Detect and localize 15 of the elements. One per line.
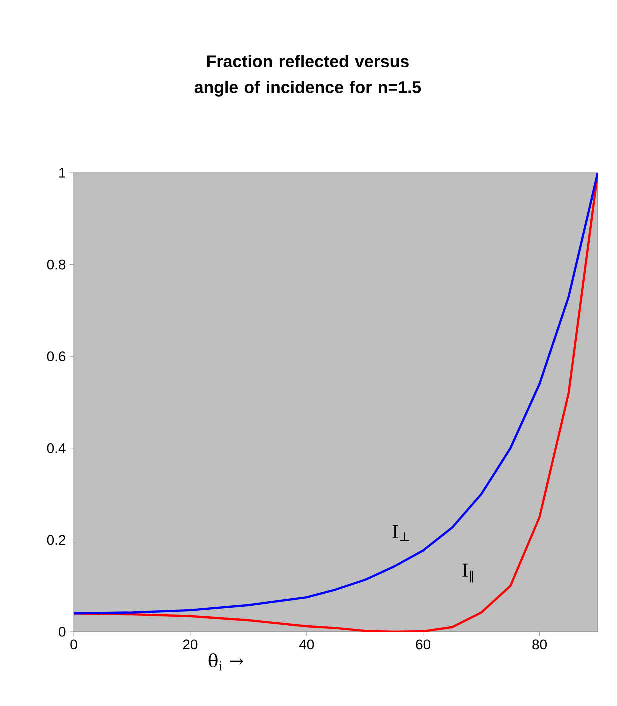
x-tick-label: 20 xyxy=(183,640,198,650)
x-tick-label: 0 xyxy=(70,640,78,650)
y-tick-label: 0.6 xyxy=(47,352,66,362)
chart-title: Fraction reflected versus angle of incidence for n=1.5 xyxy=(194,55,422,97)
x-tick-label: 40 xyxy=(299,640,314,650)
x-tick-label: 60 xyxy=(416,640,431,650)
y-tick-label: 0.8 xyxy=(47,260,66,270)
series-label: I$_{∥}$ xyxy=(462,564,474,583)
y-tick-label: 0.4 xyxy=(47,443,66,454)
x-axis-title: θ$_{i}$ → xyxy=(208,654,244,671)
x-tick-label: 80 xyxy=(532,640,547,650)
y-tick-label: 1 xyxy=(60,168,66,178)
series-label: I$_{⊥}$ xyxy=(392,525,410,542)
y-tick-label: 0.2 xyxy=(47,535,66,546)
y-tick-label: 0 xyxy=(59,627,66,637)
